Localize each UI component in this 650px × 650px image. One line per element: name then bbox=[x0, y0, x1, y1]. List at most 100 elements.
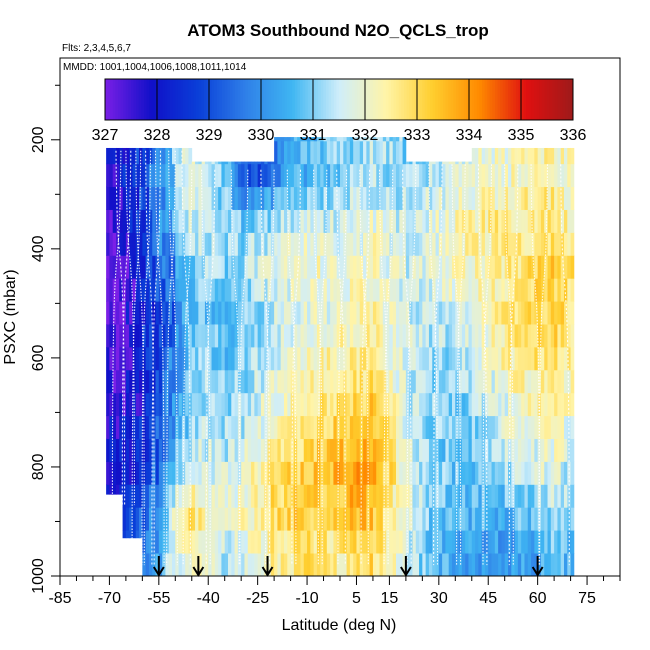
colorbar-swatch bbox=[365, 79, 369, 120]
heatmap-cell bbox=[484, 369, 489, 394]
heatmap-cell bbox=[214, 161, 219, 165]
heatmap-cell bbox=[494, 392, 499, 417]
heatmap-cell bbox=[405, 484, 410, 508]
heatmap-cell bbox=[560, 507, 565, 531]
heatmap-cell bbox=[142, 346, 147, 371]
heatmap-cell bbox=[290, 301, 295, 325]
colorbar-swatch bbox=[292, 79, 296, 120]
colorbar-swatch bbox=[417, 79, 421, 120]
heatmap-cell bbox=[363, 415, 367, 439]
heatmap-cell bbox=[412, 186, 417, 210]
heatmap-cell bbox=[465, 530, 469, 554]
heatmap-cell bbox=[514, 392, 519, 417]
heatmap-cell bbox=[132, 392, 137, 417]
heatmap-cell bbox=[356, 530, 361, 554]
heatmap-cell bbox=[524, 324, 529, 348]
heatmap-cell bbox=[218, 346, 222, 371]
heatmap-cell bbox=[251, 392, 255, 417]
heatmap-cell bbox=[251, 163, 255, 188]
heatmap-cell bbox=[557, 346, 562, 371]
heatmap-cell bbox=[181, 346, 186, 371]
heatmap-cell bbox=[461, 301, 466, 325]
heatmap-cell bbox=[531, 438, 535, 462]
heatmap-cell bbox=[224, 530, 229, 554]
heatmap-cell bbox=[280, 140, 285, 165]
heatmap-cell bbox=[527, 415, 532, 439]
heatmap-cell bbox=[527, 255, 532, 279]
heatmap-cell bbox=[152, 163, 156, 188]
heatmap-cell bbox=[353, 163, 357, 188]
heatmap-cell bbox=[570, 278, 575, 302]
heatmap-cell bbox=[175, 209, 179, 233]
heatmap-cell bbox=[168, 255, 173, 279]
heatmap-cell bbox=[379, 137, 384, 142]
heatmap-cell bbox=[544, 163, 548, 188]
heatmap-cell bbox=[244, 163, 249, 188]
heatmap-cell bbox=[369, 507, 374, 531]
heatmap-cell bbox=[139, 209, 143, 233]
heatmap-cell bbox=[564, 369, 568, 394]
heatmap-cell bbox=[116, 324, 120, 348]
heatmap-cell bbox=[369, 484, 374, 508]
heatmap-cell bbox=[438, 278, 443, 302]
heatmap-cell bbox=[359, 163, 364, 188]
heatmap-cell bbox=[363, 346, 367, 371]
heatmap-cell bbox=[567, 369, 571, 394]
heatmap-cell bbox=[428, 438, 433, 462]
heatmap-cell bbox=[494, 530, 499, 554]
heatmap-cell bbox=[155, 553, 160, 576]
heatmap-cell bbox=[326, 232, 331, 256]
heatmap-cell bbox=[452, 415, 456, 439]
heatmap-cell bbox=[333, 415, 338, 439]
heatmap-cell bbox=[468, 553, 473, 576]
heatmap-cell bbox=[356, 324, 361, 348]
heatmap-cell bbox=[389, 209, 394, 233]
heatmap-cell bbox=[307, 507, 311, 531]
colorbar-swatch bbox=[167, 79, 171, 120]
heatmap-cell bbox=[547, 147, 552, 165]
heatmap-cell bbox=[531, 232, 535, 256]
heatmap-cell bbox=[198, 209, 203, 233]
heatmap-cell bbox=[369, 163, 374, 188]
heatmap-cell bbox=[247, 461, 252, 485]
heatmap-cell bbox=[517, 255, 522, 279]
heatmap-cell bbox=[181, 163, 186, 188]
heatmap-cell bbox=[145, 507, 150, 531]
heatmap-cell bbox=[211, 232, 216, 256]
heatmap-cell bbox=[570, 163, 575, 188]
heatmap-cell bbox=[508, 346, 512, 371]
heatmap-cell bbox=[524, 392, 529, 417]
heatmap-cell bbox=[333, 209, 338, 233]
heatmap-cell bbox=[251, 324, 255, 348]
heatmap-cell bbox=[208, 255, 212, 279]
heatmap-cell bbox=[438, 255, 443, 279]
heatmap-cell bbox=[366, 484, 371, 508]
colorbar-swatch bbox=[536, 79, 540, 120]
heatmap-cell bbox=[129, 186, 133, 210]
heatmap-cell bbox=[234, 255, 239, 279]
heatmap-cell bbox=[297, 461, 301, 485]
heatmap-cell bbox=[475, 346, 479, 371]
heatmap-cell bbox=[244, 232, 249, 256]
heatmap-cell bbox=[392, 530, 397, 554]
x-tick-label: -10 bbox=[295, 590, 318, 607]
heatmap-cell bbox=[326, 301, 331, 325]
heatmap-cell bbox=[313, 438, 318, 462]
heatmap-cell bbox=[521, 209, 525, 233]
heatmap-cell bbox=[290, 186, 295, 210]
heatmap-cell bbox=[310, 415, 315, 439]
heatmap-cell bbox=[254, 278, 259, 302]
heatmap-cell bbox=[461, 209, 466, 233]
heatmap-cell bbox=[106, 369, 110, 394]
heatmap-cell bbox=[234, 438, 239, 462]
heatmap-cell bbox=[191, 161, 196, 165]
heatmap-cell bbox=[484, 438, 489, 462]
heatmap-cell bbox=[419, 255, 423, 279]
heatmap-cell bbox=[452, 392, 456, 417]
heatmap-cell bbox=[382, 415, 387, 439]
colorbar-swatch bbox=[146, 79, 150, 120]
heatmap-cell bbox=[310, 186, 315, 210]
heatmap-cell bbox=[343, 140, 347, 165]
heatmap-cell bbox=[284, 461, 288, 485]
heatmap-cell bbox=[234, 415, 239, 439]
